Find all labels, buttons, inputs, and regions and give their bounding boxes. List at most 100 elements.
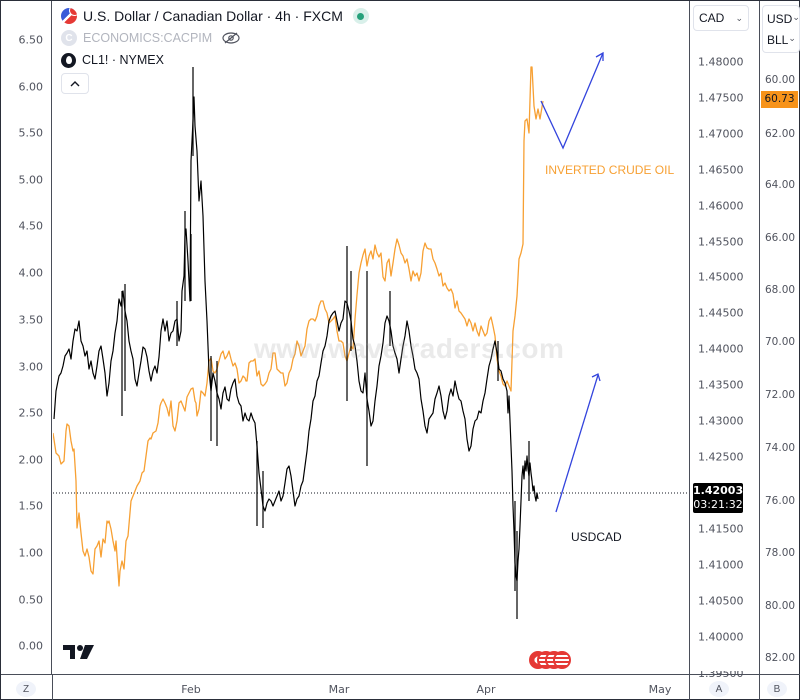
right-b-tick: 80.00 (765, 600, 796, 612)
left-tick: 3.50 (18, 313, 44, 327)
right-b-tick: 74.00 (765, 442, 796, 454)
time-tick: May (648, 683, 672, 696)
left-axis-scale-button[interactable]: Z (16, 681, 36, 697)
eye-hidden-icon[interactable] (222, 32, 240, 44)
oil-annotation[interactable]: INVERTED CRUDE OIL (545, 163, 675, 177)
oil-projection-arrow (540, 52, 604, 150)
us-flag-icon[interactable] (553, 651, 571, 669)
left-tick: 0.00 (18, 639, 44, 653)
chevron-down-icon: ⌄ (735, 12, 743, 23)
left-tick: 5.00 (18, 173, 44, 187)
projection-arrows (540, 51, 604, 513)
unit-select-bll[interactable]: BLL ⌄ (767, 32, 796, 47)
currency-select-value: USD (767, 11, 793, 26)
right-a-tick: 1.47500 (698, 91, 744, 105)
right-b-tick: 76.00 (765, 495, 796, 507)
chevron-down-icon: ⌄ (792, 11, 800, 22)
legend-overlay-crude[interactable]: CL1! · NYMEX (61, 49, 369, 71)
chart-legend: U.S. Dollar / Canadian Dollar · 4h · FXC… (61, 5, 369, 94)
right-b-tick: 78.00 (765, 547, 796, 559)
current-price-badge: 1.42003 03:21:32 (693, 483, 743, 513)
economic-events-flags[interactable] (529, 651, 571, 669)
economics-c-icon: C (61, 30, 77, 46)
left-price-axis[interactable]: 6.50 6.00 5.50 5.00 4.50 4.00 3.50 3.00 … (1, 1, 52, 674)
right-a-tick: 1.48000 (698, 55, 744, 69)
time-tick: Feb (181, 683, 201, 696)
left-tick: 1.00 (18, 546, 44, 560)
right-b-tick: 60.00 (765, 74, 796, 86)
currency-select-cad[interactable]: CAD ⌄ (693, 5, 749, 31)
chevron-down-icon: ⌄ (788, 32, 796, 43)
chart-pane[interactable]: www.wavetraders.com INVERTED CRUDE OIL U… (53, 1, 689, 674)
right-a-tick: 1.43000 (698, 414, 744, 428)
right-a-tick: 1.46000 (698, 199, 744, 213)
chevron-up-icon (70, 80, 80, 86)
usdcad-annotation[interactable]: USDCAD (571, 530, 622, 544)
crude-price-badge: 60.73 (761, 91, 798, 108)
right-a-tick: 1.44500 (698, 306, 744, 320)
overlay-economics-label: ECONOMICS:CACPIM (83, 31, 213, 45)
right-a-tick: 1.41000 (698, 558, 744, 572)
market-open-status-icon (352, 8, 369, 24)
right-a-tick: 1.40000 (698, 630, 744, 644)
right-a-tick: 1.47000 (698, 127, 744, 141)
inverted-crude-oil-line (53, 66, 544, 587)
left-tick: 1.50 (18, 499, 44, 513)
time-tick: Mar (328, 683, 350, 696)
right-b-tick: 72.00 (765, 389, 796, 401)
divider (52, 675, 53, 700)
usdcad-projection-arrow (555, 374, 599, 513)
left-tick: 4.00 (18, 266, 44, 280)
right-a-tick: 1.45000 (698, 270, 744, 284)
divider (759, 675, 760, 700)
time-axis[interactable]: Z Feb Mar Apr May A B (1, 674, 800, 700)
right-b-tick: 64.00 (765, 179, 796, 191)
axis-b-scale-button[interactable]: B (767, 681, 787, 697)
currency-select-value: CAD (699, 11, 725, 25)
legend-overlay-economics[interactable]: C ECONOMICS:CACPIM (61, 27, 369, 49)
currency-select-usd[interactable]: USD ⌄ (767, 11, 800, 26)
right-b-tick: 68.00 (765, 284, 796, 296)
symbol-title: U.S. Dollar / Canadian Dollar · 4h · FXC… (83, 8, 343, 24)
current-price-value: 1.42003 (693, 484, 744, 497)
left-tick: 3.00 (18, 360, 44, 374)
usd-cad-flag-icon (61, 8, 77, 24)
axis-a-scale-button[interactable]: A (709, 681, 729, 697)
collapse-legend-button[interactable] (61, 73, 89, 94)
currency-unit-select[interactable]: USD ⌄ BLL ⌄ (762, 5, 800, 53)
right-a-tick: 1.42500 (698, 450, 744, 464)
right-a-tick: 1.41500 (698, 522, 744, 536)
divider (689, 675, 690, 700)
right-price-axis-oil[interactable]: USD ⌄ BLL ⌄ 60.00 62.00 64.00 66.00 68.0… (759, 1, 800, 674)
overlay-crude-label: CL1! · NYMEX (82, 53, 164, 67)
legend-main-symbol[interactable]: U.S. Dollar / Canadian Dollar · 4h · FXC… (61, 5, 369, 27)
left-tick: 2.00 (18, 453, 44, 467)
left-tick: 4.50 (18, 219, 44, 233)
right-b-tick: 66.00 (765, 232, 796, 244)
right-a-tick: 1.43500 (698, 378, 744, 392)
right-a-tick: 1.40500 (698, 594, 744, 608)
usdcad-arrow-head (591, 373, 601, 382)
oil-drop-icon (61, 52, 76, 68)
right-a-tick: 1.44000 (698, 342, 744, 356)
oil-arrow-head (595, 51, 604, 61)
usdcad-wicks (121, 67, 530, 619)
watermark: www.wavetraders.com (254, 333, 565, 364)
left-tick: 0.50 (18, 593, 44, 607)
right-a-tick: 1.46500 (698, 163, 744, 177)
left-tick: 6.50 (18, 33, 44, 47)
bar-countdown: 03:21:32 (693, 498, 743, 511)
time-tick: Apr (476, 683, 496, 696)
right-a-tick: 1.45500 (698, 235, 744, 249)
right-b-tick: 70.00 (765, 336, 796, 348)
right-b-tick: 62.00 (765, 128, 796, 140)
left-tick: 6.00 (18, 80, 44, 94)
tradingview-logo-icon[interactable] (63, 644, 95, 660)
right-b-tick: 82.00 (765, 652, 796, 664)
usdcad-price-path (53, 96, 539, 582)
left-tick: 2.50 (18, 406, 44, 420)
unit-select-value: BLL (767, 32, 789, 47)
left-tick: 5.50 (18, 126, 44, 140)
right-price-axis-cad[interactable]: CAD ⌄ 1.48000 1.47500 1.47000 1.46500 1.… (689, 1, 759, 677)
